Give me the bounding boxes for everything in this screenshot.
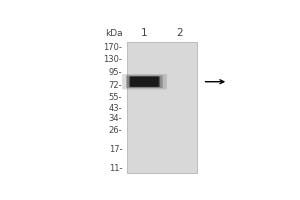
FancyBboxPatch shape bbox=[126, 75, 163, 88]
Text: 2: 2 bbox=[176, 28, 183, 38]
Text: 130-: 130- bbox=[103, 55, 122, 64]
Text: 1: 1 bbox=[141, 28, 148, 38]
Text: kDa: kDa bbox=[105, 29, 122, 38]
Text: 17-: 17- bbox=[109, 145, 122, 154]
Text: 95-: 95- bbox=[109, 68, 122, 77]
Text: 72-: 72- bbox=[109, 81, 122, 90]
Text: 34-: 34- bbox=[109, 114, 122, 123]
Text: 26-: 26- bbox=[109, 126, 122, 135]
Text: 11-: 11- bbox=[109, 164, 122, 173]
Text: 43-: 43- bbox=[109, 104, 122, 113]
FancyBboxPatch shape bbox=[129, 76, 160, 87]
FancyBboxPatch shape bbox=[122, 74, 167, 89]
Text: 55-: 55- bbox=[109, 93, 122, 102]
FancyBboxPatch shape bbox=[127, 42, 197, 173]
FancyBboxPatch shape bbox=[130, 77, 159, 87]
Text: 170-: 170- bbox=[103, 43, 122, 52]
